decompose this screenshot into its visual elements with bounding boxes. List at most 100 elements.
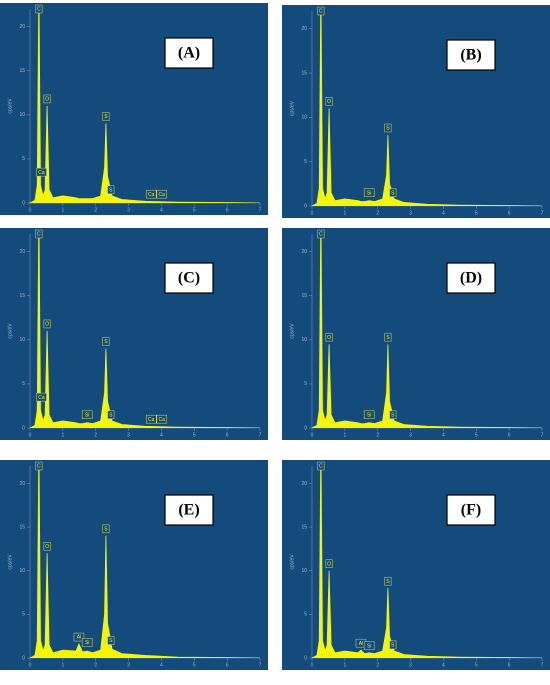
element-label: S bbox=[109, 638, 113, 644]
y-axis-label: cps/eV bbox=[289, 323, 295, 339]
x-tick-label: 3 bbox=[409, 432, 412, 438]
x-tick-label: 4 bbox=[160, 662, 163, 668]
x-tick-label: 0 bbox=[311, 432, 314, 438]
y-axis-label: cps/eV bbox=[7, 554, 13, 570]
x-tick-label: 1 bbox=[343, 432, 346, 438]
element-label: S bbox=[109, 412, 113, 418]
panel: 0 1 2 3 4 5 6 7 0 5 10 15 20 cps/eV C Ca O Si S S Ca Ca (C) bbox=[0, 228, 268, 440]
x-tick-label: 1 bbox=[61, 662, 64, 668]
x-tick-label: 0 bbox=[311, 662, 314, 668]
element-label: Ca bbox=[38, 395, 45, 401]
element-label-box bbox=[156, 189, 168, 199]
y-tick-label: 0 bbox=[304, 203, 307, 209]
y-tick-label: 10 bbox=[301, 115, 307, 121]
panel-label: (E) bbox=[178, 502, 199, 519]
spectrum bbox=[312, 234, 542, 428]
y-tick-label: 10 bbox=[19, 337, 25, 343]
y-tick-label: 10 bbox=[19, 112, 25, 118]
x-tick-label: 2 bbox=[94, 432, 97, 438]
y-tick-label: 0 bbox=[22, 655, 25, 661]
x-tick-label: 4 bbox=[442, 662, 445, 668]
x-tick-label: 2 bbox=[376, 210, 379, 216]
element-label: Si bbox=[367, 190, 371, 196]
panel-label: (D) bbox=[460, 270, 482, 287]
x-tick-label: 7 bbox=[259, 207, 262, 213]
element-label: O bbox=[327, 335, 331, 341]
element-label: S bbox=[104, 526, 108, 532]
x-tick-label: 1 bbox=[343, 210, 346, 216]
y-tick-label: 10 bbox=[301, 337, 307, 343]
panel-label-box bbox=[164, 37, 214, 69]
panel-background bbox=[282, 5, 550, 218]
spectrum bbox=[30, 9, 260, 203]
element-label-box bbox=[384, 576, 392, 586]
element-label-box bbox=[107, 410, 115, 420]
y-tick-label: 20 bbox=[301, 26, 307, 32]
panel-label-box bbox=[164, 262, 214, 294]
element-label: C bbox=[319, 232, 323, 238]
element-label: C bbox=[37, 464, 41, 470]
element-label: S bbox=[109, 187, 113, 193]
element-label: O bbox=[45, 97, 49, 103]
element-label-box bbox=[156, 414, 168, 424]
element-label: S bbox=[104, 339, 108, 345]
panel-label-box bbox=[164, 494, 214, 526]
element-label-box bbox=[35, 229, 43, 239]
element-label-box bbox=[43, 319, 51, 329]
element-label-box bbox=[73, 632, 85, 642]
element-label: C bbox=[37, 7, 41, 13]
element-label: S bbox=[391, 643, 395, 649]
element-label: Ca bbox=[148, 417, 155, 423]
element-label: Si bbox=[367, 412, 371, 418]
x-tick-label: 0 bbox=[29, 662, 32, 668]
y-axis-label: cps/eV bbox=[289, 100, 295, 116]
element-label: O bbox=[327, 561, 331, 567]
element-label-box bbox=[107, 636, 115, 645]
y-tick-label: 20 bbox=[19, 249, 25, 255]
element-label-box bbox=[43, 542, 51, 551]
panel: 0 1 2 3 4 5 6 7 0 5 10 15 20 cps/eV C O Al Si S S (F) bbox=[282, 460, 550, 670]
element-label-box bbox=[384, 123, 392, 133]
y-tick-label: 20 bbox=[19, 481, 25, 487]
y-axis-label: cps/eV bbox=[7, 323, 13, 339]
x-tick-label: 7 bbox=[259, 432, 262, 438]
x-tick-label: 0 bbox=[29, 207, 32, 213]
element-label-box bbox=[81, 638, 93, 647]
panel: 0 1 2 3 4 5 6 7 0 5 10 15 20 cps/eV C Ca O S S Ca Ca (A) bbox=[0, 3, 268, 215]
x-tick-label: 3 bbox=[127, 207, 130, 213]
y-tick-label: 0 bbox=[304, 655, 307, 661]
panel-label: (F) bbox=[461, 502, 481, 519]
x-tick-label: 0 bbox=[311, 210, 314, 216]
panel-label-box bbox=[446, 262, 496, 294]
x-tick-label: 2 bbox=[94, 207, 97, 213]
x-tick-label: 4 bbox=[160, 207, 163, 213]
element-label-box bbox=[389, 410, 397, 420]
x-tick-label: 5 bbox=[193, 432, 196, 438]
panel: 0 1 2 3 4 5 6 7 0 5 10 15 20 cps/eV C O Si S S (D) bbox=[282, 228, 550, 440]
element-label: Si bbox=[85, 640, 89, 646]
element-label-box bbox=[36, 167, 47, 177]
element-label-box bbox=[325, 97, 333, 106]
y-tick-label: 0 bbox=[304, 425, 307, 431]
element-label-box bbox=[107, 185, 115, 195]
panel-background bbox=[0, 3, 268, 215]
x-tick-label: 1 bbox=[343, 662, 346, 668]
x-tick-label: 3 bbox=[127, 662, 130, 668]
x-tick-label: 4 bbox=[160, 432, 163, 438]
element-label-box bbox=[389, 640, 397, 650]
x-tick-label: 5 bbox=[475, 210, 478, 216]
x-tick-label: 6 bbox=[226, 662, 229, 668]
element-label: Ca bbox=[159, 417, 166, 423]
element-label: Si bbox=[367, 643, 371, 649]
element-label: Ca bbox=[159, 192, 166, 198]
element-label: C bbox=[37, 232, 41, 238]
element-label: Si bbox=[85, 412, 89, 418]
element-label: O bbox=[45, 322, 49, 328]
y-tick-label: 20 bbox=[301, 481, 307, 487]
x-tick-label: 6 bbox=[508, 432, 511, 438]
element-label-box bbox=[102, 524, 110, 534]
x-tick-label: 5 bbox=[193, 207, 196, 213]
element-label-box bbox=[102, 337, 110, 346]
spectrum bbox=[30, 234, 260, 428]
